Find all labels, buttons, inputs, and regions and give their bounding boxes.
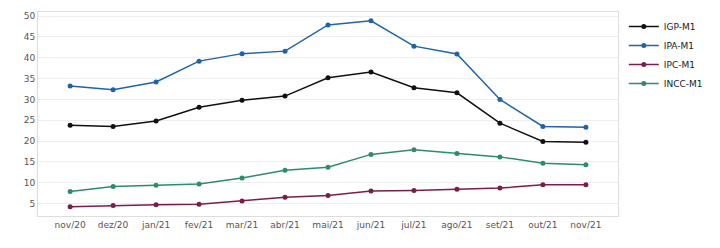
svg-text:20: 20: [24, 136, 36, 146]
svg-text:IPA-M1: IPA-M1: [664, 41, 694, 51]
svg-text:out/21: out/21: [528, 220, 557, 230]
svg-text:jan/21: jan/21: [141, 220, 170, 230]
svg-text:jun/21: jun/21: [356, 220, 385, 230]
svg-text:INCC-M1: INCC-M1: [664, 79, 703, 89]
svg-text:nov/20: nov/20: [55, 220, 86, 230]
svg-text:mai/21: mai/21: [312, 220, 343, 230]
svg-text:IGP-M1: IGP-M1: [664, 22, 696, 32]
svg-text:30: 30: [24, 95, 36, 105]
svg-text:dez/20: dez/20: [98, 220, 129, 230]
svg-text:50: 50: [24, 11, 36, 21]
svg-text:jul/21: jul/21: [400, 220, 426, 230]
svg-text:35: 35: [24, 74, 35, 84]
svg-text:nov/21: nov/21: [570, 220, 601, 230]
svg-text:abr/21: abr/21: [270, 220, 299, 230]
svg-text:40: 40: [24, 53, 36, 63]
svg-text:25: 25: [24, 115, 35, 125]
svg-text:mar/21: mar/21: [226, 220, 258, 230]
svg-text:set/21: set/21: [486, 220, 514, 230]
svg-text:fev/21: fev/21: [185, 220, 214, 230]
svg-text:45: 45: [24, 32, 35, 42]
svg-text:10: 10: [24, 178, 36, 188]
svg-text:15: 15: [24, 157, 35, 167]
svg-text:5: 5: [29, 199, 35, 209]
svg-text:IPC-M1: IPC-M1: [664, 60, 695, 70]
svg-text:ago/21: ago/21: [441, 220, 472, 230]
